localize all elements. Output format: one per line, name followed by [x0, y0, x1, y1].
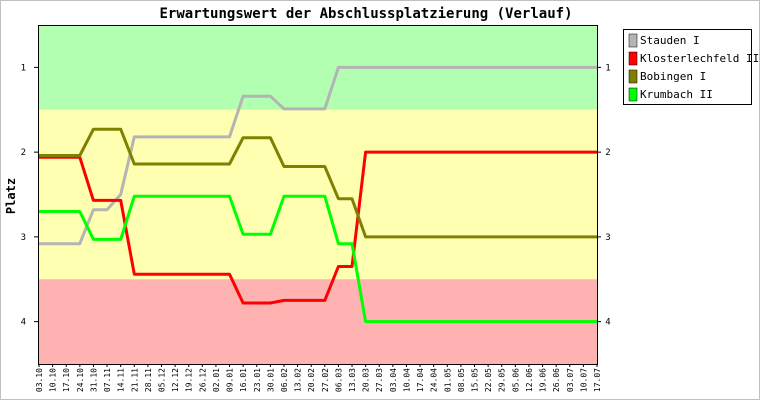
x-tick-label: 01.05: [443, 368, 452, 392]
y-tick-label: 3: [21, 233, 26, 243]
y-tick-label-right: 4: [605, 318, 610, 328]
chart-title: Erwartungswert der Abschlussplatzierung …: [159, 6, 572, 22]
legend-swatch: [628, 87, 638, 102]
x-tick-label: 03.07: [566, 368, 575, 392]
legend-label: Stauden I: [640, 34, 700, 47]
x-tick-label: 28.11: [144, 368, 153, 392]
x-tick-label: 24.04: [430, 368, 439, 392]
legend-swatch: [628, 69, 638, 84]
x-tick-label: 22.05: [484, 368, 493, 392]
x-tick-label: 14.11: [117, 368, 126, 392]
x-tick-label: 21.11: [130, 368, 139, 392]
background-bands: [39, 25, 597, 364]
legend-swatch: [628, 33, 638, 48]
legend-swatch: [628, 51, 638, 66]
x-tick-label: 19.12: [185, 368, 194, 392]
x-tick-label: 08.05: [457, 368, 466, 392]
x-tick-label: 17.07: [593, 368, 602, 392]
x-tick-label: 20.02: [307, 368, 316, 392]
x-tick-label: 13.03: [348, 368, 357, 392]
x-tick-label: 09.01: [226, 368, 235, 392]
x-tick-label: 29.05: [498, 368, 507, 392]
x-tick-label: 10.07: [579, 368, 588, 392]
x-tick-label: 23.01: [253, 368, 262, 392]
x-tick-label: 17.04: [416, 368, 425, 392]
y-tick-label-right: 3: [605, 233, 610, 243]
x-axis-ticks: 03.10 10.10 17.10 24.10 31.10 07.11 14.11 21.11…: [35, 364, 602, 392]
x-tick-label: 26.06: [552, 368, 561, 392]
x-tick-label: 19.06: [539, 368, 548, 392]
series-line: [39, 194, 597, 324]
x-tick-label: 10.04: [403, 368, 412, 392]
legend-label: Klosterlechfeld II: [640, 52, 759, 65]
x-tick-label: 30.01: [266, 368, 275, 392]
x-tick-label: 24.10: [76, 368, 85, 392]
x-tick-label: 15.05: [471, 368, 480, 392]
x-tick-label: 27.03: [375, 368, 384, 392]
legend-label: Krumbach II: [640, 88, 713, 101]
series-line: [39, 150, 597, 305]
series-line: [39, 65, 597, 246]
series-line: [39, 127, 597, 239]
x-tick-label: 26.12: [198, 368, 207, 392]
y-axis-title: Platz: [4, 178, 18, 214]
plot-area-border: [38, 25, 598, 365]
x-tick-label: 06.03: [334, 368, 343, 392]
x-tick-label: 06.02: [280, 368, 289, 392]
y-tick-label: 4: [21, 318, 26, 328]
x-tick-label: 16.01: [239, 368, 248, 392]
y-tick-label: 2: [21, 148, 26, 158]
x-tick-label: 27.02: [321, 368, 330, 392]
chart-legend: Stauden I Klosterlechfeld II Bobingen I Kru…: [623, 29, 759, 105]
x-tick-label: 07.11: [103, 368, 112, 392]
x-tick-label: 31.10: [89, 368, 98, 392]
y-tick-label-right: 2: [605, 148, 610, 158]
x-tick-label: 20.03: [362, 368, 371, 392]
x-tick-label: 03.10: [35, 368, 44, 392]
y-axis-ticks: 1 1 2 2 3 3 4 4: [21, 63, 611, 327]
series-lines: [39, 65, 597, 324]
legend-label: Bobingen I: [640, 70, 706, 83]
x-tick-label: 12.12: [171, 368, 180, 392]
x-tick-label: 02.01: [212, 368, 221, 392]
x-tick-label: 13.02: [294, 368, 303, 392]
x-tick-label: 12.06: [525, 368, 534, 392]
x-tick-label: 17.10: [62, 368, 71, 392]
x-tick-label: 10.10: [49, 368, 58, 392]
x-tick-label: 03.04: [389, 368, 398, 392]
x-tick-label: 05.06: [511, 368, 520, 392]
x-tick-label: 05.12: [158, 368, 167, 392]
legend-box: [623, 29, 752, 105]
y-tick-label-right: 1: [605, 63, 610, 73]
y-tick-label: 1: [21, 63, 26, 73]
background-band: [39, 109, 597, 280]
